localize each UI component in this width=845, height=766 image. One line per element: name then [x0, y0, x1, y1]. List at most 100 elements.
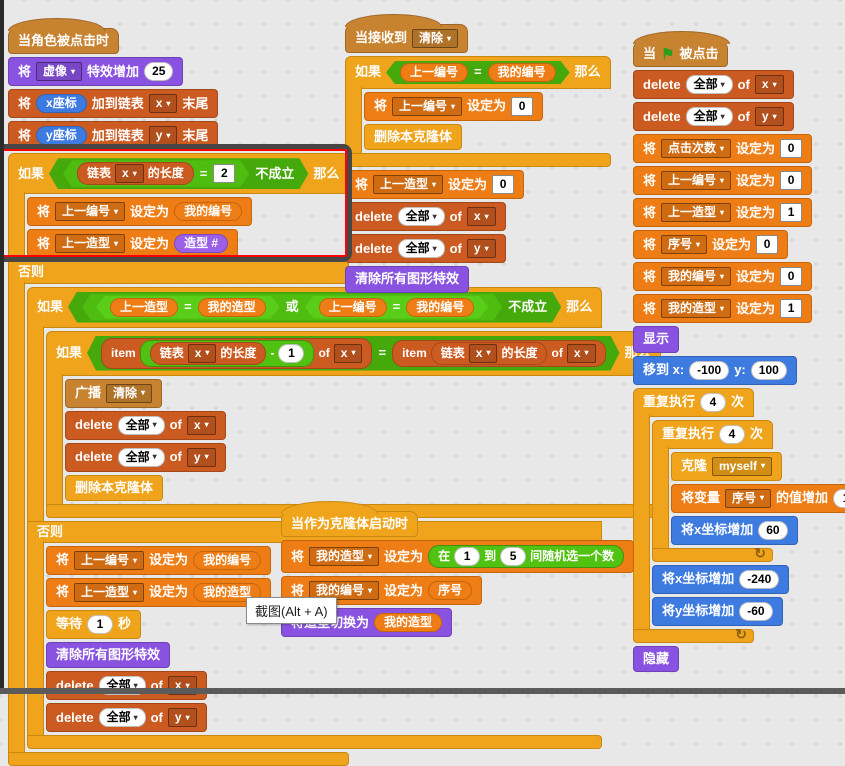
hat-when-receive[interactable]: 当接收到 清除 ▾ [345, 14, 469, 53]
set-value-input[interactable]: 0 [492, 175, 515, 195]
effect-amount-input[interactable]: 25 [144, 62, 174, 82]
delete-index-dropdown[interactable]: 全部 ▾ [685, 75, 733, 95]
list-dropdown[interactable]: y ▾ [148, 126, 178, 146]
block-create-clone[interactable]: 克隆 myself ▾ [671, 451, 783, 481]
delete-index-dropdown[interactable]: 全部 ▾ [397, 207, 445, 227]
list-dropdown[interactable]: x ▾ [466, 207, 496, 227]
block-set-my-costume[interactable]: 将 我的造型 ▾ 设定为 1 [633, 294, 813, 324]
index-reporter[interactable]: 序号 [428, 581, 473, 601]
y-position-reporter[interactable]: y座标 [36, 126, 87, 146]
variable-dropdown[interactable]: 我的编号 ▾ [661, 267, 732, 287]
not-operator[interactable]: 链表 x ▾ 的长度 = 2 不成立 [49, 158, 308, 189]
delete-index-dropdown[interactable]: 全部 ▾ [117, 447, 165, 467]
variable-dropdown[interactable]: 上一编号 ▾ [55, 202, 126, 222]
equals-operator[interactable]: item 链表 x ▾ 的长度 - 1 [87, 336, 620, 371]
block-clear-graphic-effects[interactable]: 清除所有图形特效 [46, 642, 171, 669]
subtract-operator[interactable]: 链表 x ▾ 的长度 - 1 [140, 340, 315, 367]
list-length-reporter[interactable]: 链表 x ▾ 的长度 [431, 342, 548, 365]
block-set-index[interactable]: 将 序号 ▾ 设定为 0 [633, 230, 789, 260]
not-operator[interactable]: 上一造型 = 我的造型 或 上一编号 = 我的编号 不成立 [68, 292, 561, 323]
block-set-last-id[interactable]: 将 上一编号 ▾ 设定为 我的编号 [27, 197, 253, 227]
set-value-input[interactable]: 0 [780, 139, 803, 159]
list-dropdown[interactable]: x ▾ [186, 415, 216, 435]
my-costume-reporter[interactable]: 我的造型 [193, 583, 262, 602]
list-dropdown[interactable]: x ▾ [148, 94, 178, 114]
list-dropdown[interactable]: x ▾ [754, 75, 784, 95]
if-header[interactable]: 如果 链表 x ▾ 的长度 = 2 不成立 那么 [8, 153, 350, 195]
block-hide[interactable]: 隐藏 [633, 645, 680, 672]
message-dropdown[interactable]: 清除 ▾ [106, 383, 153, 403]
x-position-reporter[interactable]: x座标 [36, 94, 87, 114]
item-of-list-reporter[interactable]: item 链表 x ▾ 的长度 of x ▾ [392, 340, 605, 367]
set-value-input[interactable]: 0 [780, 267, 803, 287]
block-set-last-costume[interactable]: 将 上一造型 ▾ 设定为 1 [633, 198, 813, 228]
item-of-list-reporter[interactable]: item 链表 x ▾ 的长度 - 1 [101, 338, 372, 369]
set-value-input[interactable]: 0 [511, 97, 534, 116]
repeat-end-bar[interactable]: ↻ [633, 626, 755, 643]
if-header[interactable]: 如果 上一编号 = 我的编号 那么 [345, 56, 611, 89]
variable-dropdown[interactable]: 点击次数 ▾ [661, 139, 732, 159]
set-value-input[interactable]: 0 [756, 235, 779, 255]
clone-target-dropdown[interactable]: myself ▾ [712, 456, 773, 476]
list-length-reporter[interactable]: 链表 x ▾ 的长度 [150, 342, 267, 365]
block-set-clicks[interactable]: 将 点击次数 ▾ 设定为 0 [633, 134, 813, 164]
block-change-y-by[interactable]: 将y坐标增加 -60 [652, 596, 783, 626]
equals-operator[interactable]: 上一编号 = 我的编号 [386, 61, 570, 84]
variable-dropdown[interactable]: 上一造型 ▾ [74, 583, 145, 602]
variable-dropdown[interactable]: 上一造型 ▾ [55, 234, 126, 254]
hat-when-flag-clicked[interactable]: 当 ⚑ 被点击 [633, 30, 731, 68]
block-set-last-costume[interactable]: 将 上一造型 ▾ 设定为 造型 # [27, 229, 239, 259]
delete-index-dropdown[interactable]: 全部 ▾ [117, 415, 165, 435]
compare-value-input[interactable]: 2 [213, 164, 235, 183]
if-end-bar[interactable] [345, 153, 611, 168]
last-costume-reporter[interactable]: 上一造型 [110, 298, 178, 317]
set-value-input[interactable]: 1 [780, 203, 803, 223]
block-set-my-costume-random[interactable]: 将 我的造型 ▾ 设定为 在 1 到 5 间随机选一个数 [281, 540, 635, 574]
repeat-count-input[interactable]: 4 [700, 392, 727, 412]
pick-random-reporter[interactable]: 在 1 到 5 间随机选一个数 [428, 545, 625, 569]
block-add-x-to-list[interactable]: 将 x座标 加到链表 x ▾ 末尾 [8, 89, 219, 119]
equals-operator[interactable]: 上一编号 = 我的编号 [305, 296, 489, 319]
repeat-header[interactable]: 重复执行 4 次 [652, 419, 774, 449]
if-header[interactable]: 如果 item 链表 x ▾ 的长度 [46, 330, 661, 376]
block-delete-this-clone[interactable]: 删除本克隆体 [364, 124, 463, 151]
if-end-bar[interactable] [27, 735, 603, 750]
block-delete-of-y[interactable]: delete 全部 ▾ of y ▾ [46, 703, 207, 733]
equals-operator[interactable]: 链表 x ▾ 的长度 = 2 [63, 160, 249, 187]
block-delete-of-y[interactable]: delete 全部 ▾ of y ▾ [65, 442, 226, 472]
block-change-x-by[interactable]: 将x坐标增加 -240 [652, 564, 790, 594]
variable-dropdown[interactable]: 上一编号 ▾ [661, 171, 732, 191]
list-dropdown[interactable]: x ▾ [567, 344, 596, 363]
my-id-reporter[interactable]: 我的编号 [193, 551, 262, 570]
message-dropdown[interactable]: 清除 ▾ [412, 29, 459, 48]
variable-dropdown[interactable]: 上一编号 ▾ [74, 551, 145, 570]
block-set-last-costume[interactable]: 将 上一造型 ▾ 设定为 我的造型 [46, 578, 272, 607]
variable-dropdown[interactable]: 上一编号 ▾ [392, 97, 463, 116]
change-amount-input[interactable]: 1 [833, 488, 845, 508]
block-change-ghost-effect[interactable]: 将 虚像 ▾ 特效增加 25 [8, 57, 184, 87]
block-broadcast[interactable]: 广播 清除 ▾ [65, 378, 163, 408]
delete-index-dropdown[interactable]: 全部 ▾ [98, 708, 146, 728]
block-delete-of-x[interactable]: delete 全部 ▾ of x ▾ [345, 202, 506, 232]
list-dropdown[interactable]: y ▾ [167, 708, 197, 728]
if-end-bar[interactable] [8, 752, 350, 766]
block-go-to-xy[interactable]: 移到 x: -100 y: 100 [633, 355, 797, 385]
block-delete-of-x[interactable]: delete 全部 ▾ of x ▾ [633, 70, 794, 100]
variable-dropdown[interactable]: 我的造型 ▾ [309, 547, 380, 567]
list-length-reporter[interactable]: 链表 x ▾ 的长度 [77, 162, 194, 185]
my-id-reporter[interactable]: 我的编号 [488, 63, 556, 82]
equals-operator[interactable]: 上一造型 = 我的造型 [96, 296, 280, 319]
block-wait[interactable]: 等待 1 秒 [46, 610, 142, 639]
random-max-input[interactable]: 5 [500, 547, 527, 567]
variable-dropdown[interactable]: 上一造型 ▾ [661, 203, 732, 223]
block-set-my-id[interactable]: 将 我的编号 ▾ 设定为 0 [633, 262, 813, 292]
variable-dropdown[interactable]: 序号 ▾ [661, 235, 708, 255]
random-min-input[interactable]: 1 [454, 547, 481, 567]
block-delete-of-y[interactable]: delete 全部 ▾ of y ▾ [345, 234, 506, 264]
block-set-my-id-index[interactable]: 将 我的编号 ▾ 设定为 序号 [281, 576, 483, 606]
my-costume-reporter[interactable]: 我的造型 [374, 613, 443, 633]
repeat-end-bar[interactable]: ↻ [652, 545, 774, 562]
set-value-input[interactable]: 1 [780, 299, 803, 319]
x-input[interactable]: -100 [689, 360, 730, 380]
if-header[interactable]: 如果 上一造型 = 我的造型 或 上一编号 = [27, 286, 603, 328]
